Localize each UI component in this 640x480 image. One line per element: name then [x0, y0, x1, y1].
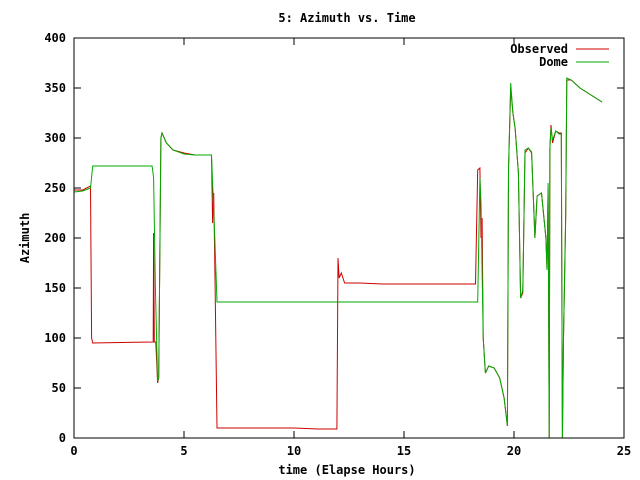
chart-title: 5: Azimuth vs. Time — [278, 11, 415, 25]
y-tick-label: 400 — [44, 31, 66, 45]
series-line-dome — [73, 77, 603, 439]
y-tick-label: 0 — [59, 431, 66, 445]
x-tick-label: 15 — [397, 444, 411, 458]
y-tick-label: 100 — [44, 331, 66, 345]
y-tick-label: 300 — [44, 131, 66, 145]
y-tick-label: 250 — [44, 181, 66, 195]
y-axis-label: Azimuth — [18, 213, 32, 264]
plot-frame — [73, 37, 625, 439]
y-tick-label: 200 — [44, 231, 66, 245]
legend-label-dome: Dome — [539, 55, 568, 69]
x-axis-label: time (Elapse Hours) — [278, 463, 415, 477]
y-tick-label: 50 — [52, 381, 66, 395]
x-tick-label: 25 — [617, 444, 631, 458]
y-tick-label: 350 — [44, 81, 66, 95]
y-tick-label: 150 — [44, 281, 66, 295]
x-tick-label: 5 — [180, 444, 187, 458]
legend-label-observed: Observed — [510, 42, 568, 56]
series-layer — [73, 77, 603, 439]
x-tick-label: 10 — [287, 444, 301, 458]
x-tick-label: 0 — [70, 444, 77, 458]
x-tick-label: 20 — [507, 444, 521, 458]
